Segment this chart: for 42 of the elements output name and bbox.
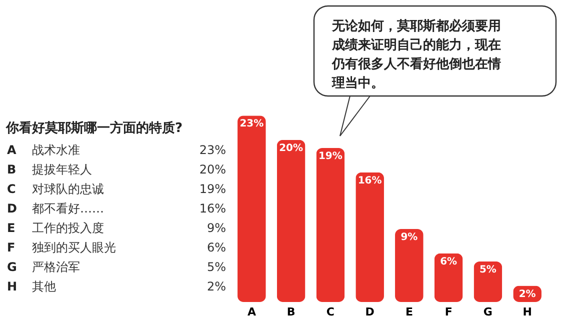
data-label: 16% — [358, 175, 382, 186]
category-label: C — [7, 182, 16, 196]
x-tick-label: E — [405, 306, 413, 318]
category-label: D — [7, 202, 17, 216]
text: 独到的买人眼光 — [32, 240, 116, 254]
category-label: G — [7, 260, 17, 274]
text: 对球队的忠诚 — [32, 182, 104, 196]
text: 提拔年轻人 — [32, 162, 92, 176]
text: 工作的投入度 — [32, 221, 104, 235]
category-label: B — [7, 162, 16, 176]
text: 5% — [206, 260, 226, 274]
x-tick-label: F — [444, 306, 452, 318]
x-tick-label: A — [247, 306, 256, 318]
x-tick-label: D — [365, 306, 374, 318]
category-label: A — [7, 143, 16, 157]
data-label: 2% — [518, 288, 536, 300]
text: 严格治军 — [32, 260, 80, 274]
data-label: 19% — [318, 151, 342, 162]
category-label: H — [7, 280, 18, 294]
text: 9% — [206, 221, 226, 235]
text: 19% — [199, 182, 226, 196]
text: 16% — [199, 202, 226, 216]
x-tick-label: B — [286, 306, 296, 318]
data-label: 20% — [279, 142, 304, 154]
text: 其他 — [32, 280, 56, 294]
text: 战术水准 — [32, 143, 80, 157]
text: 20% — [199, 162, 226, 176]
text: 都不看好…… — [32, 202, 104, 216]
text: 23% — [199, 143, 226, 157]
text: 无论如何，莫耶斯都必须要用成绩来证明自己的能力，现在仍有很多人不看好他倒也在情理当中。 — [331, 18, 501, 91]
x-tick-label: H — [522, 306, 532, 318]
data-label: 5% — [479, 264, 496, 276]
text: 你看好莫耶斯哪一方面的特质? — [5, 120, 183, 136]
category-label: F — [7, 240, 16, 254]
data-label: 9% — [400, 232, 418, 244]
data-label: 6% — [440, 256, 458, 268]
text: 2% — [206, 280, 226, 294]
category-label: E — [7, 221, 16, 235]
text: 6% — [206, 240, 226, 254]
data-label: 23% — [240, 118, 264, 130]
x-tick-label: G — [483, 306, 492, 318]
x-tick-label: C — [326, 306, 334, 318]
